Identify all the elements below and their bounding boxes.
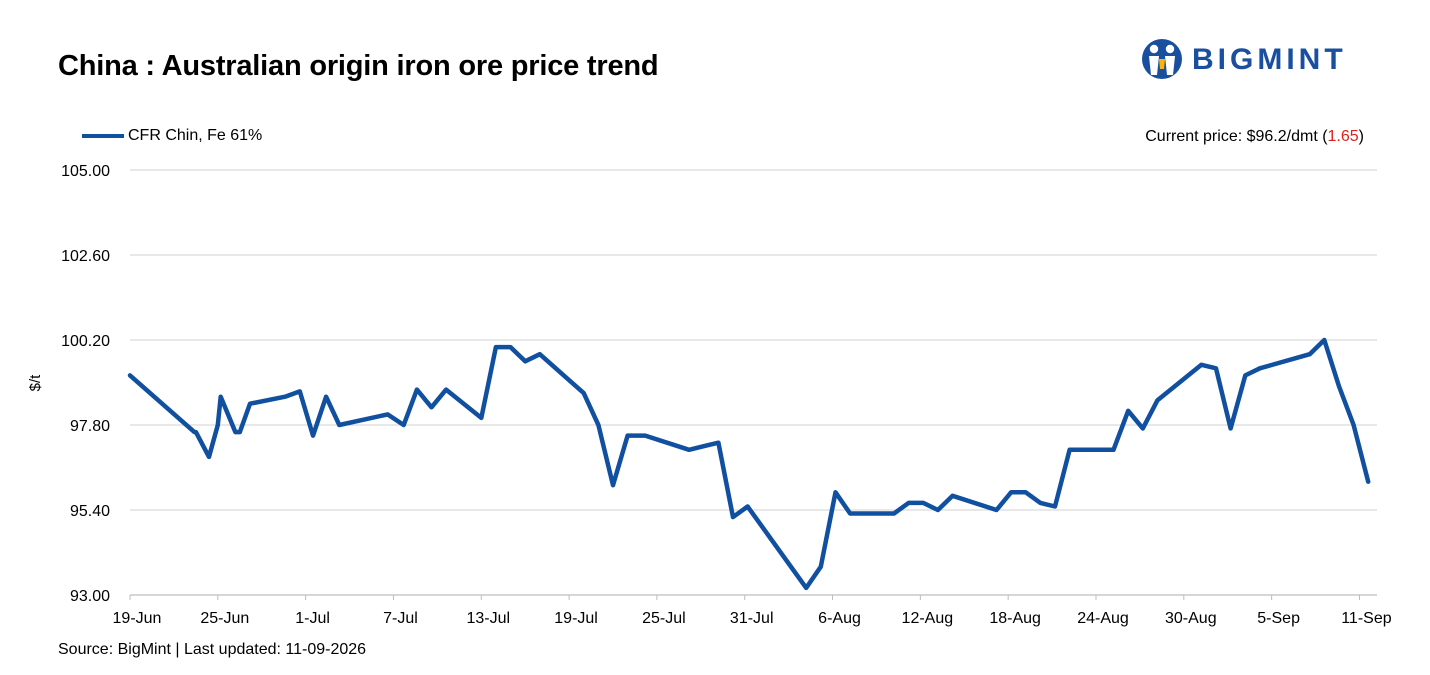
x-axis-ticks: 19-Jun 25-Jun 1-Jul 7-Jul 13-Jul 19-Jul 25-Jul…: [113, 595, 1392, 627]
series-line: [127, 337, 1371, 591]
y-tick-label: 95.40: [70, 503, 110, 520]
source-note: Source: BigMint | Last updated: 11-09-20…: [58, 641, 367, 658]
x-tick-label: 30-Aug: [1165, 610, 1217, 627]
x-tick-label: 24-Aug: [1077, 610, 1129, 627]
current-price-prefix: Current price: $96.2/dmt (: [1145, 128, 1328, 145]
x-tick-label: 25-Jun: [200, 610, 249, 627]
people-logo-icon: [1142, 39, 1182, 79]
x-tick-label: 13-Jul: [466, 610, 510, 627]
chart-title: China : Australian origin iron ore price…: [58, 50, 659, 82]
x-tick-label: 12-Aug: [902, 610, 954, 627]
y-tick-label: 102.60: [61, 248, 110, 265]
grid-lines: [130, 169, 1377, 596]
y-axis-ticks: 105.00 102.60 100.20 97.80 95.40 93.00: [61, 163, 110, 605]
chart-legend[interactable]: CFR Chin, Fe 61%: [82, 125, 262, 147]
brand-name: BIGMINT: [1192, 43, 1347, 76]
x-tick-label: 31-Jul: [730, 610, 774, 627]
y-tick-label: 100.20: [61, 333, 110, 350]
x-tick-label: 18-Aug: [989, 610, 1041, 627]
y-tick-label: 97.80: [70, 418, 110, 435]
y-tick-label: 93.00: [70, 588, 110, 605]
y-axis-label: $/t: [27, 374, 44, 392]
x-tick-label: 1-Jul: [295, 610, 330, 627]
x-tick-label: 7-Jul: [383, 610, 418, 627]
current-price-change: 1.65: [1327, 128, 1359, 145]
legend-label: CFR Chin, Fe 61%: [128, 127, 263, 144]
x-tick-label: 19-Jul: [554, 610, 598, 627]
brand-logo: BIGMINT: [1140, 34, 1360, 84]
x-tick-label: 6-Aug: [818, 610, 861, 627]
current-price-suffix: ): [1358, 128, 1364, 145]
series-layer: [127, 337, 1371, 591]
x-tick-label: 5-Sep: [1257, 610, 1300, 627]
x-tick-label: 19-Jun: [113, 610, 162, 627]
x-tick-label: 11-Sep: [1341, 610, 1392, 627]
y-tick-label: 105.00: [61, 163, 110, 180]
current-price: Current price: $96.2/dmt (1.65): [1145, 128, 1364, 146]
legend-swatch: [82, 134, 124, 138]
x-tick-label: 25-Jul: [642, 610, 686, 627]
